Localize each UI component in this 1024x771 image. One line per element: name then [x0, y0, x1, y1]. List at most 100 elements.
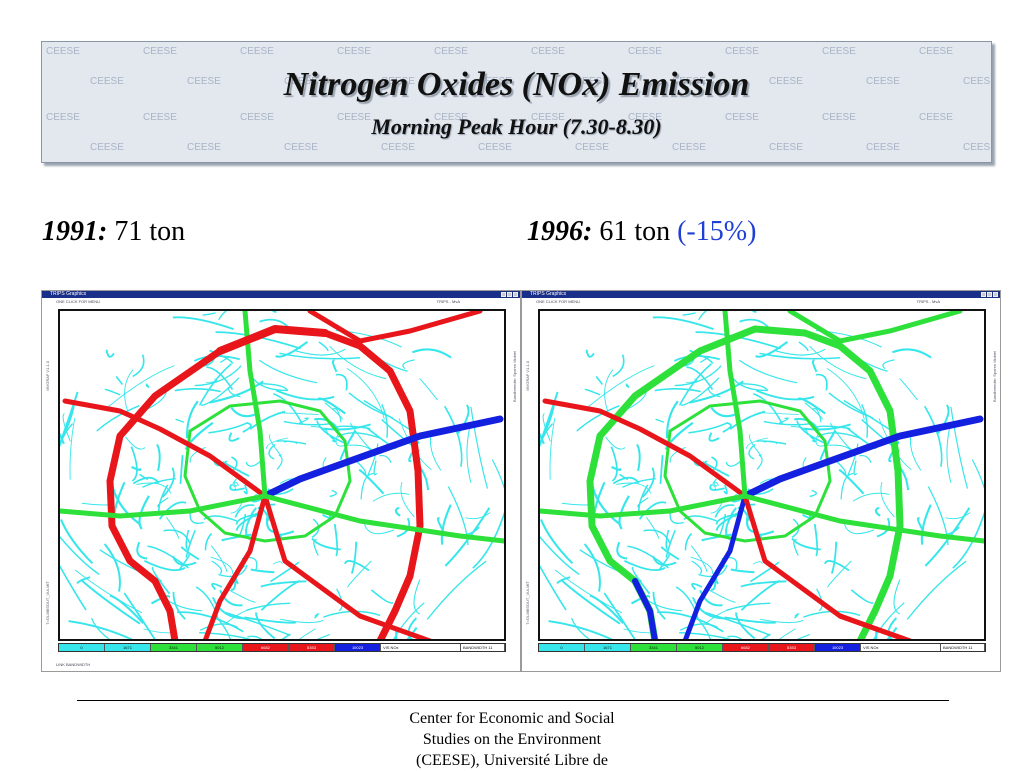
minor-road: [637, 497, 649, 508]
minor-road: [185, 529, 196, 558]
minor-road: [349, 423, 373, 451]
watermark-text: CEESE: [90, 142, 124, 153]
menu-hint[interactable]: ONE CLICK FOR MENU: [536, 299, 581, 304]
minor-road: [225, 611, 291, 636]
minor-road: [370, 589, 394, 604]
minor-road: [103, 543, 121, 592]
minor-road: [809, 345, 867, 380]
minor-road: [465, 512, 491, 520]
minor-road: [796, 420, 827, 445]
side-label-right: Bandbreedte: Sporen Mobiel: [512, 351, 517, 402]
minor-road: [610, 446, 618, 482]
minor-road: [946, 423, 952, 483]
radial-road: [722, 311, 748, 499]
maximize-button[interactable]: [507, 292, 512, 297]
minor-road: [210, 545, 228, 573]
minor-road: [683, 515, 718, 522]
legend-cell: 5012: [197, 644, 243, 651]
window-menubar[interactable]: ONE CLICK FOR MENU TRIPS - MvA: [522, 298, 1000, 306]
minor-road: [748, 444, 756, 460]
minor-road: [638, 484, 649, 512]
minor-road: [177, 611, 244, 633]
watermark-text: CEESE: [478, 76, 512, 87]
minor-road: [250, 568, 275, 574]
minor-road: [813, 523, 819, 557]
minor-road: [151, 566, 171, 595]
footer-line-3: (CEESE), Université Libre de: [416, 752, 608, 769]
minor-road: [729, 410, 766, 430]
close-button[interactable]: [993, 292, 998, 297]
legend-cell: 8353: [289, 644, 335, 651]
legend-cell: 6682: [243, 644, 289, 651]
minor-road: [749, 561, 780, 583]
minor-road: [268, 444, 276, 460]
minor-road: [372, 492, 410, 502]
minor-road: [104, 388, 121, 396]
minimize-button[interactable]: [501, 292, 506, 297]
radial-road: [307, 311, 483, 344]
radial-road: [261, 415, 504, 500]
minimize-button[interactable]: [981, 292, 986, 297]
minor-road: [125, 436, 146, 450]
minor-road: [317, 397, 346, 415]
minor-road: [275, 340, 309, 358]
radial-road: [262, 493, 504, 544]
minor-road: [714, 481, 720, 491]
minor-road: [798, 341, 809, 352]
minor-road: [540, 536, 580, 575]
minor-road: [756, 454, 763, 470]
minor-road: [318, 341, 329, 352]
legend-cell: VIS NOx: [861, 644, 941, 651]
minor-road: [172, 555, 197, 567]
watermark-text: CEESE: [240, 112, 274, 123]
minor-road: [680, 377, 720, 407]
legend-cell: 3341: [631, 644, 677, 651]
west-ring-road: [106, 432, 179, 639]
minor-road: [690, 556, 714, 575]
minor-road: [540, 519, 574, 564]
minor-road: [745, 437, 769, 449]
network-map-1991[interactable]: [58, 309, 506, 641]
minor-road: [247, 635, 262, 639]
minor-road: [811, 359, 818, 373]
minor-road: [652, 316, 714, 330]
minor-road: [763, 440, 778, 445]
network-map-1996[interactable]: [538, 309, 986, 641]
maximize-button[interactable]: [987, 292, 992, 297]
minor-road: [172, 591, 186, 620]
minor-road: [234, 481, 240, 491]
minor-road: [145, 383, 150, 388]
minor-road: [265, 437, 289, 449]
side-label-left-bottom: T=GLMBSOUT_VIA.MIT: [45, 581, 50, 625]
map-window-1996: TRIPS Graphics ONE CLICK FOR MENU TRIPS …: [521, 290, 1001, 672]
minor-road: [760, 618, 804, 624]
minor-road: [727, 635, 742, 639]
watermark-text: CEESE: [381, 142, 415, 153]
minor-road: [705, 609, 731, 625]
minor-road: [316, 633, 331, 639]
minor-road: [348, 392, 394, 419]
minor-road: [310, 426, 329, 436]
network-map-1996-svg: [540, 311, 984, 639]
minor-road: [699, 589, 723, 607]
minor-road: [612, 476, 640, 485]
legend-cell: 10023: [815, 644, 861, 651]
minor-road: [604, 369, 614, 414]
menu-hint[interactable]: ONE CLICK FOR MENU: [56, 299, 101, 304]
watermark-text: CEESE: [628, 46, 662, 57]
minor-road: [749, 434, 762, 457]
minor-road: [227, 387, 241, 398]
minor-road: [132, 354, 145, 378]
minor-road: [952, 511, 984, 569]
minor-road: [242, 422, 252, 433]
minor-road: [812, 408, 822, 423]
window-menubar[interactable]: ONE CLICK FOR MENU TRIPS - MvA: [42, 298, 520, 306]
close-button[interactable]: [513, 292, 518, 297]
highlight-segment: [216, 325, 329, 355]
watermark-text: CEESE: [575, 142, 609, 153]
minor-road: [924, 507, 971, 567]
minor-road: [195, 586, 220, 621]
minor-road: [130, 446, 138, 482]
minor-road: [269, 561, 300, 583]
minor-road: [402, 359, 415, 370]
